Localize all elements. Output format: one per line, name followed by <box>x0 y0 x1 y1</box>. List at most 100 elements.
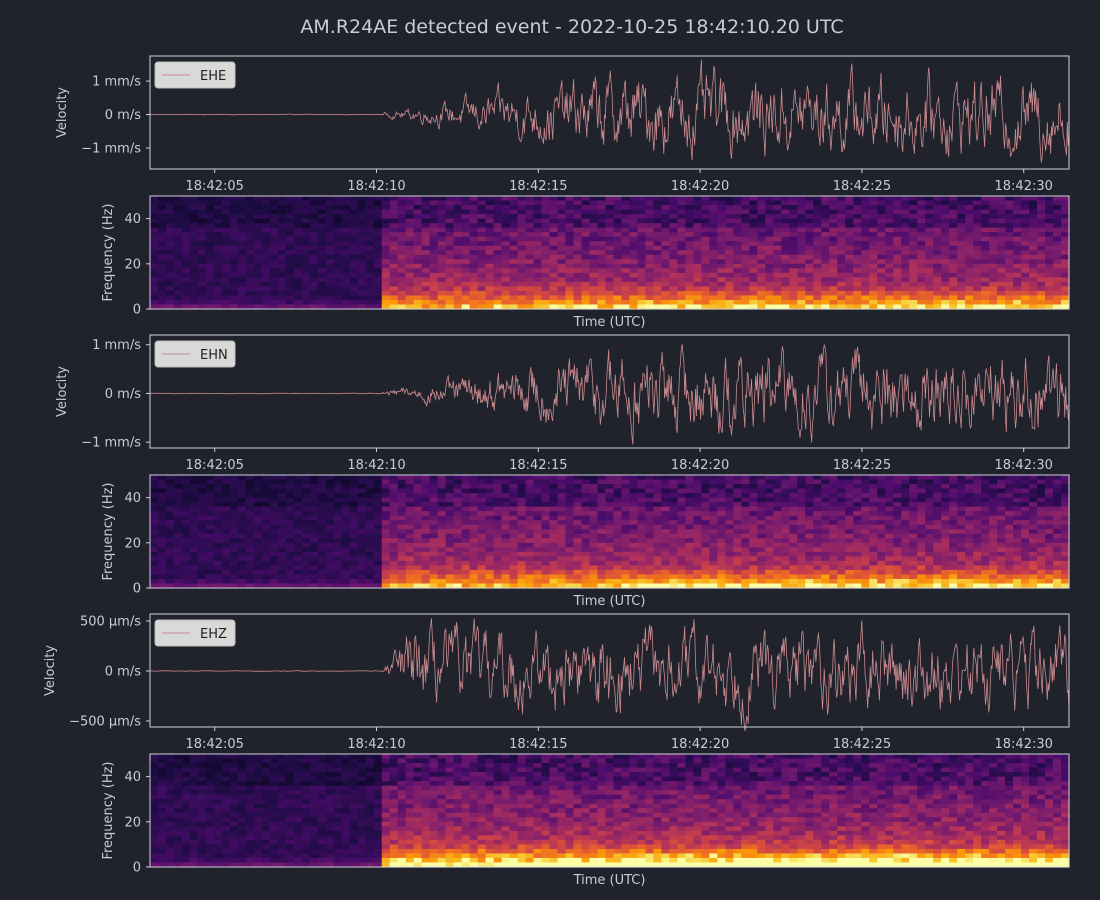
spectrogram-cell <box>629 560 639 566</box>
spectrogram-cell <box>445 533 455 539</box>
spectrogram-cell <box>477 475 487 481</box>
spectrogram-cell <box>845 214 854 220</box>
spectrogram-cell <box>701 263 710 269</box>
spectrogram-cell <box>429 250 439 256</box>
spectrogram-cell <box>485 511 495 517</box>
spectrogram-cell <box>181 560 191 566</box>
spectrogram-cell <box>661 475 671 481</box>
spectrogram-cell <box>325 299 335 306</box>
spectrogram-cell <box>917 232 926 238</box>
spectrogram-cell <box>277 250 287 256</box>
spectrogram-cell <box>637 227 647 233</box>
spectrogram-cell <box>717 515 726 521</box>
spectrogram-cell <box>949 214 958 220</box>
spectrogram-cell <box>765 475 774 481</box>
spectrogram-cell <box>485 299 495 306</box>
spectrogram-cell <box>261 241 271 247</box>
spectrogram-cell <box>333 475 343 481</box>
spectrogram-cell <box>813 263 822 269</box>
spectrogram-cell <box>397 515 407 521</box>
spectrogram-cell <box>725 569 734 576</box>
spectrogram-cell <box>749 277 758 283</box>
spectrogram-cell <box>573 497 583 503</box>
spectrogram-cell <box>181 232 191 238</box>
spectrogram-cell <box>173 218 183 224</box>
spectrogram-cell <box>709 484 718 490</box>
spectrogram-cell <box>605 196 615 202</box>
spectrogram-cell <box>461 245 471 251</box>
spectrogram-cell <box>709 475 718 481</box>
spectrogram-cell <box>213 200 223 206</box>
spectrogram-cell <box>661 520 671 526</box>
spectrogram-cell <box>205 281 215 287</box>
spectrogram-cell <box>277 488 287 494</box>
spectrogram-cell <box>501 502 511 508</box>
spectrogram-cell <box>581 304 591 310</box>
spectrogram-cell <box>485 196 495 202</box>
spectrogram-cell <box>589 502 599 508</box>
spectrogram-cell <box>693 583 702 589</box>
spectrogram-cell <box>629 268 639 274</box>
spectrogram-cell <box>541 578 551 585</box>
spectrogram-cell <box>485 565 495 571</box>
spectrogram-cell <box>317 511 327 517</box>
spectrogram-cell <box>605 538 615 544</box>
spectrogram-cell <box>565 232 575 238</box>
spectrogram-cell <box>405 277 415 283</box>
spectrogram-cell <box>717 506 726 512</box>
spectrogram-cell <box>597 556 607 562</box>
spectrogram-cell <box>885 290 894 297</box>
spectrogram-cell <box>677 497 687 503</box>
spectrogram-cell <box>1037 299 1046 306</box>
spectrogram-cell <box>773 583 782 589</box>
spectrogram-cell <box>957 259 966 265</box>
spectrogram-cell <box>1005 263 1014 269</box>
spectrogram-cell <box>477 560 487 566</box>
spectrogram-cell <box>1029 205 1038 211</box>
y-tick-label: 1 mm/s <box>92 75 141 90</box>
spectrogram-cell <box>693 250 702 256</box>
spectrogram-cell <box>1021 299 1030 306</box>
spectrogram-cell <box>453 304 463 310</box>
spectrogram-cell <box>853 236 862 242</box>
spectrogram-cell <box>1021 223 1030 229</box>
spectrogram-cell <box>453 565 463 571</box>
spectrogram-cell <box>509 268 519 274</box>
spectrogram-cell <box>333 245 343 251</box>
spectrogram-cell <box>597 214 607 220</box>
spectrogram-cell <box>573 574 583 580</box>
spectrogram-cell <box>853 272 862 278</box>
spectrogram-cell <box>509 232 519 238</box>
spectrogram-cell <box>861 205 870 211</box>
spectrogram-cell <box>349 281 359 287</box>
spectrogram-cell <box>533 551 543 557</box>
spectrogram-cell <box>909 232 918 238</box>
spectrogram-cell <box>421 524 431 530</box>
spectrogram-cell <box>717 538 726 544</box>
spectrogram-cell <box>693 209 702 215</box>
spectrogram-cell <box>197 295 207 301</box>
spectrogram-cell <box>1061 277 1070 283</box>
spectrogram-cell <box>677 209 687 215</box>
spectrogram-cell <box>349 484 359 490</box>
spectrogram-cell <box>749 250 758 256</box>
spectrogram-cell <box>757 578 766 585</box>
spectrogram-cell <box>733 502 742 508</box>
spectrogram-cell <box>725 538 734 544</box>
spectrogram-cell <box>893 281 902 287</box>
spectrogram-cell <box>181 479 191 485</box>
spectrogram-cell <box>269 263 279 269</box>
spectrogram-cell <box>669 281 679 287</box>
spectrogram-cell <box>173 524 183 530</box>
spectrogram-cell <box>1045 196 1054 202</box>
spectrogram-cell <box>221 227 231 233</box>
spectrogram-cell <box>789 506 798 512</box>
spectrogram-cell <box>581 560 591 566</box>
spectrogram-cell <box>765 196 774 202</box>
spectrogram-cell <box>941 241 950 247</box>
spectrogram-cell <box>949 263 958 269</box>
spectrogram-cell <box>461 515 471 521</box>
spectrogram-cell <box>749 542 758 548</box>
spectrogram-cell <box>733 524 742 530</box>
spectrogram-cell <box>477 547 487 553</box>
